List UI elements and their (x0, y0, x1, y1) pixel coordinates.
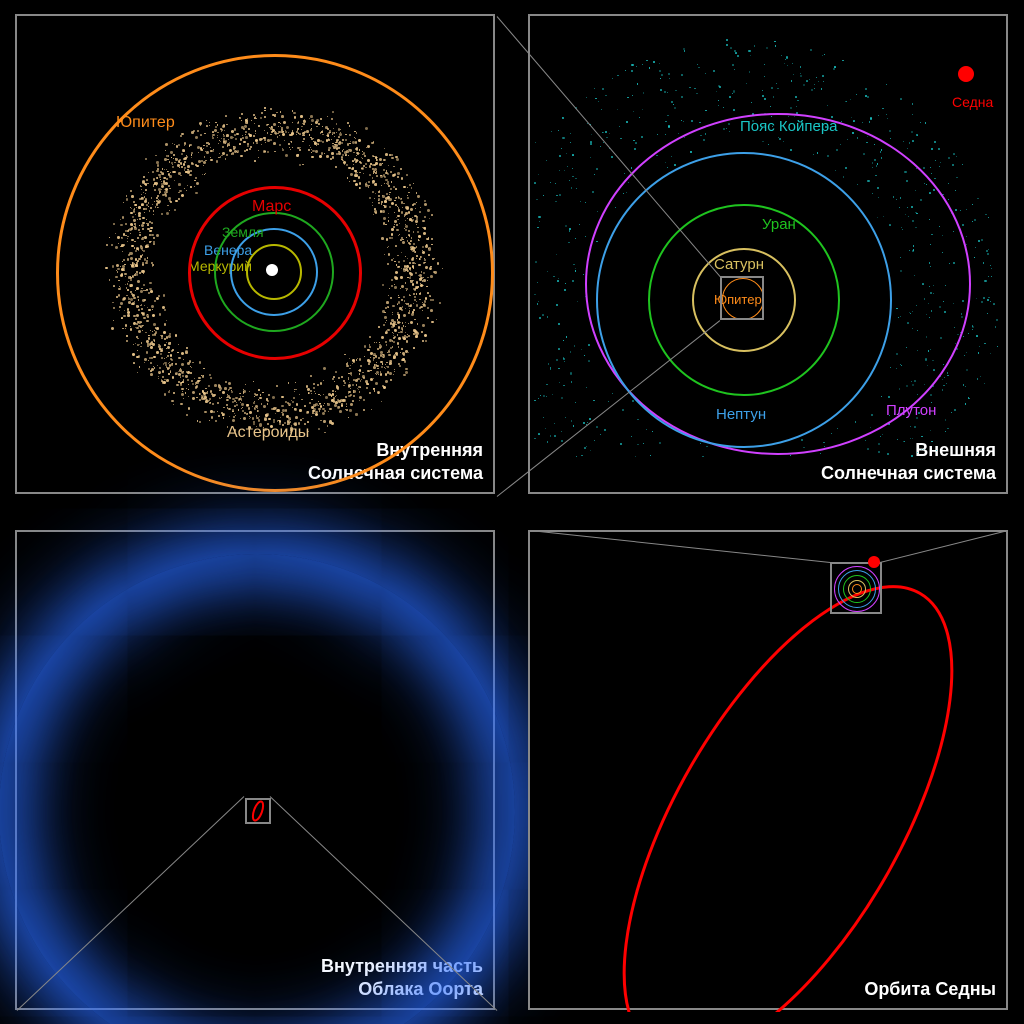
panel-oort: Внутренняя частьОблака Оорта (15, 530, 495, 1010)
sedna-position-dot (868, 556, 880, 568)
sedna-mini-4-orbit (834, 566, 880, 612)
sedna-orbit-ellipse (530, 532, 1010, 1012)
outer-zoom-box (720, 276, 764, 320)
panel-inner: ВнутренняяСолнечная системаМеркурийВенер… (15, 14, 495, 494)
outer.sedna-label: Седна (952, 94, 993, 110)
inner.jupiter-label: Юпитер (116, 114, 175, 132)
panel-outer: ВнешняяСолнечная системаЮпитерСатурнУран… (528, 14, 1008, 494)
outer.pluto-label: Плутон (886, 402, 936, 419)
panel-sedna: Орбита Седны (528, 530, 1008, 1010)
outer.kuiper-label: Пояс Койпера (740, 118, 838, 135)
outer.neptune-label: Нептун (716, 406, 766, 423)
inner.asteroids-label: Астероиды (227, 424, 309, 442)
sedna-dot (958, 66, 974, 82)
